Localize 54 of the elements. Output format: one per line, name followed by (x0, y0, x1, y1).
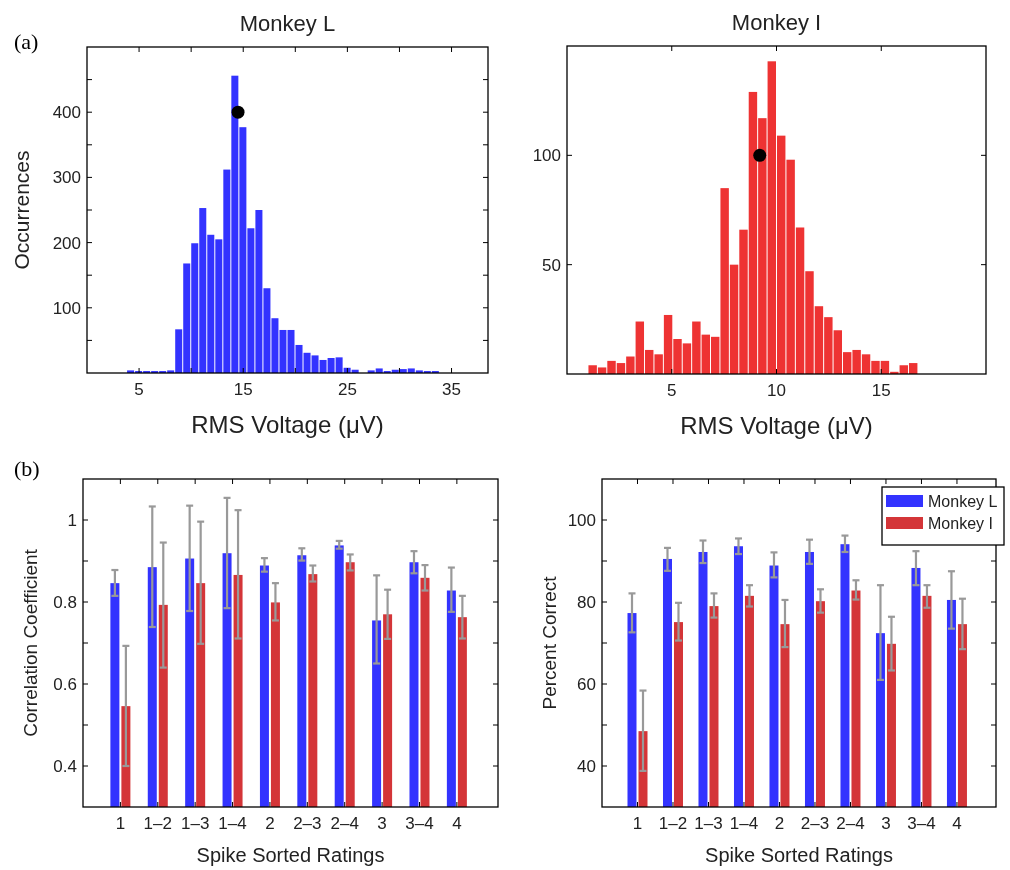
x-tick-label: 2–4 (836, 814, 865, 833)
x-tick-label: 1–3 (694, 814, 723, 833)
x-tick-label: 35 (442, 380, 462, 399)
y-tick-label: 100 (567, 510, 596, 530)
y-axis-title: Percent Correct (539, 575, 560, 710)
x-tick-label: 2 (265, 814, 275, 833)
y-tick-label: 100 (52, 298, 81, 318)
x-tick-label: 1–2 (658, 814, 688, 833)
x-tick-label: 1 (115, 814, 126, 833)
x-tick-label: 3 (377, 814, 387, 833)
legend-label: Monkey L (928, 492, 998, 510)
x-tick-label: 1–4 (218, 814, 247, 833)
x-tick-label: 4 (952, 814, 962, 833)
y-tick-label: 0.8 (53, 592, 77, 612)
y-tick-label: 50 (542, 255, 561, 275)
y-tick-label: 200 (52, 233, 81, 253)
y-axis-title: Correlation Coefficient (20, 548, 41, 737)
x-tick-label: 2–4 (330, 814, 359, 833)
x-tick-label: 1 (632, 814, 643, 833)
y-tick-label: 0.6 (53, 674, 77, 694)
x-tick-label: 15 (871, 381, 891, 400)
x-axis-title: RMS Voltage (μV) (680, 412, 873, 439)
y-tick-label: 1 (67, 510, 77, 530)
x-tick-label: 2 (774, 814, 785, 833)
y-axis-title: Occurrences (10, 150, 33, 270)
y-tick-label: 100 (532, 146, 561, 166)
x-axis-title: Spike Sorted Ratings (196, 844, 385, 866)
text: (b) (14, 456, 40, 481)
y-tick-label: 400 (52, 103, 81, 123)
x-tick-label: 3–4 (405, 814, 434, 833)
x-tick-label: 1–4 (729, 814, 759, 833)
x-tick-label: 1–2 (143, 814, 172, 833)
y-tick-label: 80 (577, 592, 596, 612)
x-tick-label: 25 (337, 380, 357, 399)
x-axis-title: RMS Voltage (μV) (191, 411, 384, 438)
x-axis-title: Spike Sorted Ratings (705, 844, 893, 866)
x-tick-label: 3 (881, 814, 891, 833)
x-tick-label: 1–3 (180, 814, 210, 833)
x-tick-label: 3–4 (907, 814, 936, 833)
text: (a) (14, 29, 39, 54)
x-tick-label: 15 (233, 380, 253, 399)
legend-label: Monkey I (928, 514, 993, 532)
y-tick-label: 0.4 (53, 756, 77, 776)
y-tick-label: 40 (577, 756, 596, 776)
y-tick-label: 60 (577, 674, 596, 694)
x-tick-label: 5 (667, 381, 677, 400)
y-tick-label: 300 (52, 168, 81, 188)
x-tick-label: 5 (134, 380, 144, 399)
chart-title: Monkey L (239, 11, 336, 36)
x-tick-label: 2–3 (800, 814, 830, 833)
x-tick-label: 10 (767, 381, 786, 400)
chart-title: Monkey I (731, 10, 822, 35)
x-tick-label: 4 (452, 814, 462, 833)
x-tick-label: 2–3 (293, 814, 322, 833)
